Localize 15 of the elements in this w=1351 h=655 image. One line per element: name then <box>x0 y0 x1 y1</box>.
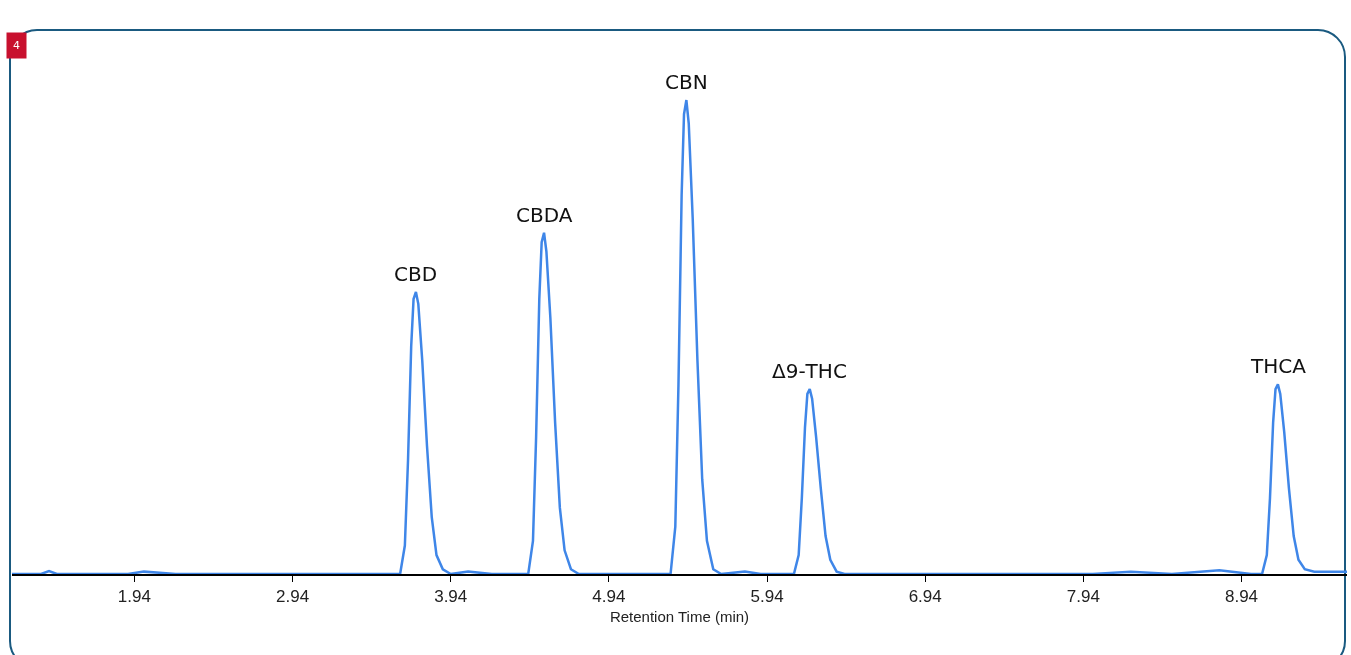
annotation: CBDA <box>516 203 573 227</box>
annotation: THCA <box>1250 354 1307 378</box>
x-tick-label: 2.94 <box>276 587 310 607</box>
annotation: Δ9-THC <box>772 359 847 383</box>
x-tick-label: 4.94 <box>592 587 626 607</box>
x-tick-label: 8.94 <box>1224 587 1259 607</box>
x-tick-label: 1.94 <box>117 587 151 607</box>
x-tick-label: 3.94 <box>434 587 468 607</box>
annotation: CBN <box>665 70 708 94</box>
x-axis-title: Retention Time (min) <box>609 607 750 625</box>
x-tick-label: 5.94 <box>750 587 784 607</box>
text: 4 <box>13 39 20 52</box>
annotation: CBD <box>394 262 438 286</box>
x-tick-label: 7.94 <box>1066 587 1100 607</box>
x-tick-label: 6.94 <box>908 587 942 607</box>
